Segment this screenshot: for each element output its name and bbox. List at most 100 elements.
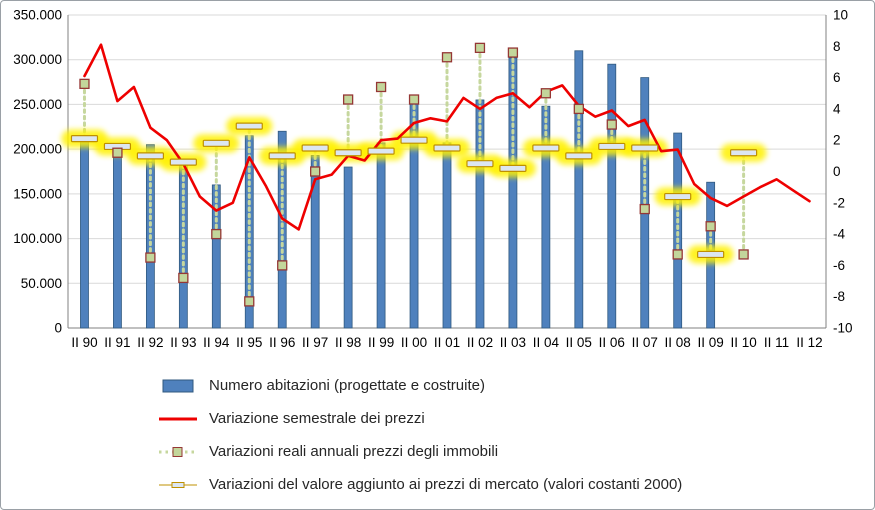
- x-axis-label: II 04: [533, 335, 560, 350]
- legend-item-variazioni-reali: Variazioni reali annuali prezzi degli im…: [159, 435, 682, 468]
- bar-98: [343, 166, 353, 329]
- legend-swatch-dash-marker: [159, 481, 197, 488]
- x-axis-label: II 01: [434, 335, 460, 350]
- dash-marker-09: [697, 250, 725, 259]
- dash-marker-02: [466, 160, 494, 168]
- right-axis-label: -10: [833, 321, 853, 336]
- square-marker-04: [540, 88, 552, 99]
- legend-label-variazioni-reali: Variazioni reali annuali prezzi degli im…: [209, 443, 499, 460]
- x-axis-label: II 11: [764, 335, 789, 350]
- x-axis-label: II 07: [632, 335, 658, 350]
- square-marker-06: [606, 119, 617, 130]
- right-axis-label: -4: [833, 227, 845, 242]
- square-marker-97: [310, 166, 321, 177]
- right-axis-label: 2: [833, 133, 841, 148]
- dash-marker-05: [565, 152, 593, 160]
- bar-08: [673, 132, 683, 329]
- bar-06: [607, 63, 617, 329]
- x-axis-label: II 95: [236, 335, 262, 350]
- dash-marker-97: [301, 144, 329, 152]
- square-marker-07: [639, 203, 650, 215]
- dash-marker-96: [268, 152, 296, 160]
- dash-marker-08: [664, 192, 692, 201]
- right-axis-label: -6: [833, 258, 845, 273]
- square-marker-01: [441, 52, 453, 63]
- right-axis-label: 10: [833, 8, 848, 23]
- dash-marker-98: [334, 149, 362, 157]
- right-axis-label: 8: [833, 39, 841, 54]
- bar-99: [376, 142, 386, 329]
- bar-91: [113, 155, 122, 329]
- price-change-line: [83, 43, 811, 231]
- left-axis-label: 350.000: [13, 8, 62, 23]
- left-axis-label: 300.000: [13, 52, 62, 67]
- legend-label-valore-aggiunto: Variazioni del valore aggiunto ai prezzi…: [209, 476, 683, 493]
- x-axis-label: II 05: [566, 335, 592, 350]
- x-axis-label: II 06: [599, 335, 625, 350]
- right-axis-label: 6: [833, 70, 841, 85]
- right-axis-label: -2: [833, 195, 845, 210]
- x-axis-label: II 00: [401, 335, 427, 350]
- x-axis-label: II 94: [203, 335, 230, 350]
- legend-square-icon: [172, 446, 183, 457]
- legend-dash-icon: [171, 481, 185, 488]
- square-marker-93: [178, 272, 189, 284]
- x-axis-label: II 96: [269, 335, 295, 350]
- square-marker-90: [79, 78, 90, 90]
- x-axis-label: II 10: [730, 335, 756, 350]
- right-axis-label: 4: [833, 101, 841, 116]
- x-axis-label: II 02: [467, 335, 493, 350]
- dash-marker-94: [202, 139, 230, 147]
- legend: Numero abitazioni (progettate e costruit…: [159, 369, 682, 501]
- left-axis-label: 200.000: [13, 142, 62, 157]
- dash-marker-00: [400, 136, 428, 144]
- bar-90: [80, 135, 89, 329]
- x-axis-label: II 08: [665, 335, 691, 350]
- square-marker-98: [342, 94, 354, 105]
- legend-item-variazione-semestrale: Variazione semestrale dei prezzi: [159, 402, 682, 435]
- x-axis-label: II 91: [104, 335, 130, 350]
- dash-marker-95: [235, 122, 263, 130]
- legend-bar-icon: [162, 379, 194, 392]
- dash-marker-92: [136, 152, 164, 160]
- legend-item-numero-abitazioni: Numero abitazioni (progettate e costruit…: [159, 369, 682, 402]
- bar-01: [442, 142, 452, 329]
- dash-marker-01: [433, 144, 461, 152]
- square-marker-02: [474, 42, 486, 54]
- x-axis-label: II 09: [698, 335, 724, 350]
- legend-item-valore-aggiunto: Variazioni del valore aggiunto ai prezzi…: [159, 468, 682, 501]
- x-axis-label: II 92: [137, 335, 163, 350]
- x-axis-label: II 99: [368, 335, 394, 350]
- dash-marker-04: [532, 144, 560, 152]
- right-axis-label: 0: [833, 164, 841, 179]
- square-marker-10: [738, 249, 749, 260]
- x-axis-label: II 98: [335, 335, 361, 350]
- dash-marker-10: [730, 149, 758, 157]
- square-marker-03: [507, 47, 519, 58]
- square-marker-92: [145, 252, 156, 263]
- x-axis-label: II 93: [170, 335, 196, 350]
- square-marker-96: [277, 260, 288, 271]
- dash-marker-03: [499, 164, 527, 172]
- left-axis-label: 50.000: [21, 276, 62, 291]
- dash-marker-06: [598, 142, 626, 151]
- left-axis-label: 150.000: [13, 186, 62, 201]
- x-axis-label: II 90: [71, 335, 97, 350]
- legend-swatch-square-marker: [159, 446, 197, 457]
- square-marker-08: [672, 249, 683, 260]
- square-marker-95: [244, 296, 255, 307]
- legend-label-numero-abitazioni: Numero abitazioni (progettate e costruit…: [209, 377, 485, 394]
- square-marker-91: [112, 147, 123, 158]
- left-axis-label: 100.000: [13, 231, 62, 246]
- bar-05: [574, 50, 584, 329]
- dash-marker-90: [70, 135, 99, 143]
- dash-marker-99: [367, 147, 395, 155]
- right-axis-label: -8: [833, 289, 845, 304]
- legend-label-variazione-semestrale: Variazione semestrale dei prezzi: [209, 410, 425, 427]
- square-marker-05: [573, 103, 584, 115]
- x-axis-label: II 03: [500, 335, 526, 350]
- x-axis-label: II 12: [796, 335, 822, 350]
- left-axis-label: 0: [54, 321, 62, 336]
- left-axis-label: 250.000: [13, 97, 62, 112]
